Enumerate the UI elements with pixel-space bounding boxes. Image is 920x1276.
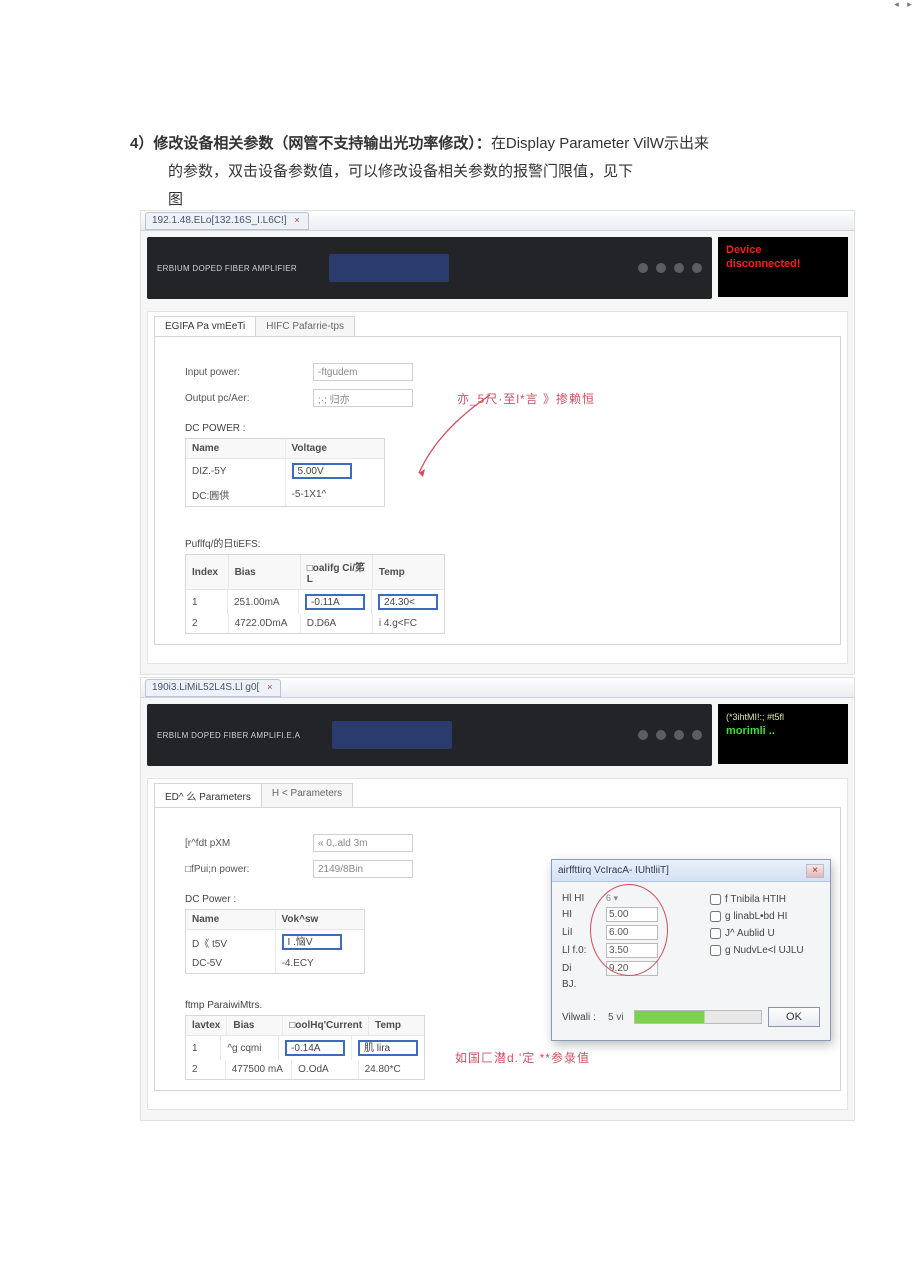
table-row[interactable]: 1 251.00mA -0.11A 24.30< xyxy=(186,590,444,614)
legend: Hl HI xyxy=(562,893,598,904)
input-power-label: Input power: xyxy=(185,367,295,378)
input-power-field[interactable]: « 0,.ald 3m xyxy=(313,834,413,852)
pump-table: Index Bias □oalifg Ci/笫L Temp 1 251.00mA… xyxy=(185,554,445,634)
table-row[interactable]: 2 477500 mA O.OdA 24.80*C xyxy=(186,1060,424,1079)
device-knob xyxy=(638,263,648,273)
pump-table: lavtex Bias □oolHq'Current Temp 1 ^g cqm… xyxy=(185,1015,425,1080)
window-tab[interactable]: 190i3.LiMiL52L4S.Ll g0[ × xyxy=(145,679,281,697)
annotation-text: 亦_5尺·至l*言 》掺赖恒 xyxy=(457,390,595,407)
enable-checkbox[interactable]: g NudvLe<l UJLU xyxy=(710,945,820,956)
status-line1: (*3ihtMI!:; #t5fl xyxy=(726,710,840,724)
value-slider[interactable] xyxy=(634,1010,762,1024)
col-name: Name xyxy=(186,910,276,930)
device-label: ERBIUM DOPED FIBER AMPLIFIER xyxy=(157,264,297,273)
table-row[interactable]: DC-5V -4.ECY xyxy=(186,954,364,973)
dialog-title: airffttirq VcIracA- IUhtliiT] xyxy=(558,865,669,876)
table-row[interactable]: D《 t5V I .恼V xyxy=(186,930,364,954)
col-temp: Temp xyxy=(369,1016,424,1036)
alarm-threshold-dialog: airffttirq VcIracA- IUhtliiT] × Hl HI 6 … xyxy=(551,859,831,1041)
output-power-field[interactable]: ;·; 归亦 xyxy=(313,389,413,407)
window-titlebar: 192.1.48.ELo[132.16S_I.L6C!] × xyxy=(141,211,854,231)
tab-hfc-parameters[interactable]: HIFC Pafarrie-tps xyxy=(255,316,355,336)
tab-edfa-parameters[interactable]: EGIFA Pa vmEeTi xyxy=(154,316,256,336)
dc-power-heading: DC POWER : xyxy=(185,423,828,434)
col-cooling: □oalifg Ci/笫L xyxy=(301,555,373,590)
tab-hfc-parameters[interactable]: H < Parameters xyxy=(261,783,353,807)
device-knob xyxy=(656,263,666,273)
instruction-bold: 4）修改设备相关参数（网管不支持输出光功率修改）： xyxy=(130,135,491,152)
device-lcd xyxy=(329,254,449,282)
device-knob xyxy=(638,730,648,740)
dialog-titlebar[interactable]: airffttirq VcIracA- IUhtliiT] × xyxy=(552,860,830,882)
window-tab[interactable]: 192.1.48.ELo[132.16S_I.L6C!] × xyxy=(145,212,309,230)
device-illustration: ERBILM DOPED FIBER AMPLIFI.E.A xyxy=(147,704,712,766)
device-knob xyxy=(674,730,684,740)
device-illustration: ERBIUM DOPED FIBER AMPLIFIER xyxy=(147,237,712,299)
device-knob xyxy=(692,730,702,740)
col-voltage: Vok^sw xyxy=(276,910,365,930)
annotation-oval xyxy=(590,884,668,976)
instruction-line2: 的参数，双击设备参数值，可以修改设备相关参数的报警门限值，见下 xyxy=(130,158,850,186)
dc-power-table: Name Vok^sw D《 t5V I .恼V DC-5V -4.ECY xyxy=(185,909,365,974)
status-card: (*3ihtMI!:; #t5fl morimli .. xyxy=(718,704,848,764)
close-icon[interactable]: × xyxy=(265,683,274,692)
input-power-field[interactable]: -ftgudem xyxy=(313,363,413,381)
field-label: BJ. xyxy=(562,979,598,990)
tab-edfa-parameters[interactable]: ED^ 么 Parameters xyxy=(154,783,262,807)
window-tab-label: 190i3.LiMiL52L4S.Ll g0[ xyxy=(152,682,259,693)
device-knob xyxy=(692,263,702,273)
instruction-text: 4）修改设备相关参数（网管不支持输出光功率修改）：在Display Parame… xyxy=(0,130,920,214)
input-power-label: [r^fdt pXM xyxy=(185,838,295,849)
slider-label: Vilwali : xyxy=(562,1012,602,1023)
status-line2: disconnected! xyxy=(726,257,840,271)
device-knob xyxy=(674,263,684,273)
col-temp: Temp xyxy=(373,555,444,590)
col-name: Name xyxy=(186,439,286,459)
voltage-edit-cell[interactable]: 5.00V xyxy=(292,463,352,479)
window-tab-label: 192.1.48.ELo[132.16S_I.L6C!] xyxy=(152,215,287,226)
table-row[interactable]: 2 4722.0DmA D.D6A i 4.g<FC xyxy=(186,614,444,633)
col-bias: Bias xyxy=(229,555,301,590)
enable-checkbox[interactable]: f Tnibila HTIH xyxy=(710,894,820,905)
col-cooling: □oolHq'Current xyxy=(283,1016,369,1036)
status-card: Device disconnected! xyxy=(718,237,848,297)
device-knob xyxy=(656,730,666,740)
window-titlebar: 190i3.LiMiL52L4S.Ll g0[ × ◂▸ xyxy=(141,678,854,698)
cooling-edit-cell[interactable]: -0.11A xyxy=(305,594,365,610)
app-window-a: 192.1.48.ELo[132.16S_I.L6C!] × ERBIUM DO… xyxy=(140,210,855,675)
cooling-edit-cell[interactable]: -0.14A xyxy=(285,1040,345,1056)
app-window-b: 190i3.LiMiL52L4S.Ll g0[ × ◂▸ ERBILM DOPE… xyxy=(140,677,855,1121)
output-power-label: □fPui;n power: xyxy=(185,864,295,875)
dc-power-table: Name Voltage DIZ.-5Y 5.00V DC:圓供 -5-1X1^ xyxy=(185,438,385,507)
instruction-rest: 在Display Parameter VilW示出来 xyxy=(491,135,709,152)
status-line2: morimli .. xyxy=(726,724,840,738)
table-row[interactable]: DIZ.-5Y 5.00V xyxy=(186,459,384,483)
col-index: lavtex xyxy=(186,1016,227,1036)
close-icon[interactable]: × xyxy=(806,864,824,878)
device-lcd xyxy=(332,721,452,749)
enable-checkbox[interactable]: J^ Aublid U xyxy=(710,928,820,939)
annotation-text: 如国匚潜d.'定 **参彔值 xyxy=(455,1049,590,1066)
col-voltage: Voltage xyxy=(286,439,385,459)
slider-value: 5 vi xyxy=(608,1012,628,1023)
pump-heading: Puflfq/的日tiEFS: xyxy=(185,535,828,550)
pager-icons[interactable]: ◂▸ xyxy=(892,0,914,9)
col-bias: Bias xyxy=(227,1016,283,1036)
output-power-label: Output pc/Aer: xyxy=(185,393,295,404)
table-row[interactable]: DC:圓供 -5-1X1^ xyxy=(186,483,384,506)
device-label: ERBILM DOPED FIBER AMPLIFI.E.A xyxy=(157,731,300,740)
temp-edit-cell[interactable]: 肌 lira xyxy=(358,1040,418,1056)
field-label: Di xyxy=(562,963,598,974)
enable-checkbox[interactable]: g linabL•bd HI xyxy=(710,911,820,922)
table-row[interactable]: 1 ^g cqmi -0.14A 肌 lira xyxy=(186,1036,424,1060)
temp-edit-cell[interactable]: 24.30< xyxy=(378,594,438,610)
col-index: Index xyxy=(186,555,229,590)
ok-button[interactable]: OK xyxy=(768,1007,820,1027)
close-icon[interactable]: × xyxy=(293,216,302,225)
voltage-edit-cell[interactable]: I .恼V xyxy=(282,934,342,950)
status-line1: Device xyxy=(726,243,840,257)
output-power-field[interactable]: 2149/8Bin xyxy=(313,860,413,878)
